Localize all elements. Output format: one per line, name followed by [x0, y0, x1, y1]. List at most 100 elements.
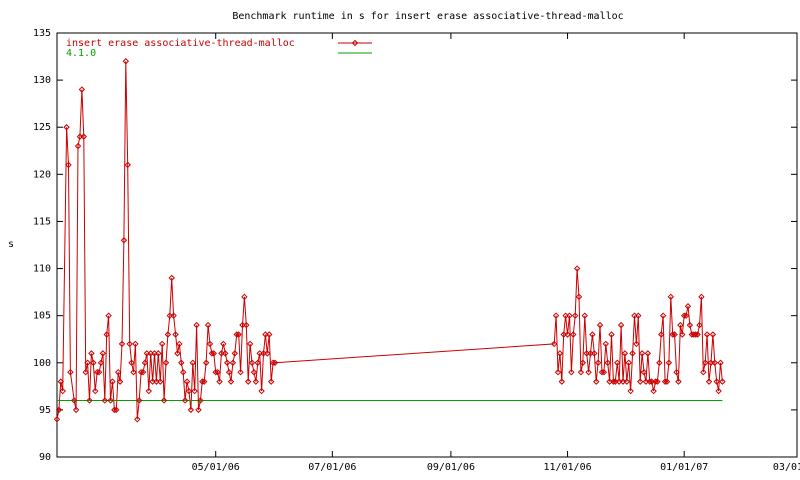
- data-point: [105, 312, 112, 319]
- data-point: [554, 368, 562, 376]
- data-point: [187, 406, 195, 414]
- data-point: [252, 378, 260, 385]
- legend: insert erase associative-thread-malloc4.…: [66, 38, 372, 59]
- data-point: [63, 124, 70, 131]
- data-point: [661, 378, 669, 385]
- data-point: [594, 359, 602, 366]
- data-point: [124, 161, 131, 169]
- data-point: [145, 387, 152, 395]
- data-point: [709, 331, 717, 338]
- data-point: [596, 321, 604, 329]
- data-point: [197, 397, 204, 404]
- data-point: [589, 331, 596, 338]
- data-point: [610, 378, 617, 385]
- data-point: [157, 378, 164, 385]
- data-point: [172, 331, 179, 338]
- data-point: [644, 350, 652, 357]
- data-point: [571, 312, 579, 319]
- data-point: [248, 359, 256, 366]
- x-tick-label: 01/01/07: [660, 462, 708, 473]
- data-point: [680, 312, 688, 319]
- data-point: [136, 397, 143, 404]
- data-point: [700, 368, 707, 376]
- data-point: [214, 368, 221, 376]
- data-point: [216, 378, 223, 385]
- data-point: [99, 350, 107, 357]
- data-point: [581, 312, 588, 319]
- data-point: [667, 293, 675, 301]
- data-point: [122, 58, 130, 65]
- data-point: [671, 331, 678, 338]
- data-point: [245, 378, 252, 385]
- data-point: [656, 359, 663, 366]
- data-point: [164, 331, 172, 338]
- data-point: [229, 359, 237, 366]
- data-point: [669, 331, 676, 338]
- data-point: [107, 397, 114, 404]
- x-tick-label: 03/01/07: [773, 462, 800, 473]
- data-point: [88, 350, 95, 357]
- data-point: [139, 368, 147, 376]
- data-point: [694, 331, 701, 338]
- data-point: [170, 312, 177, 319]
- data-point: [208, 350, 216, 357]
- y-tick-label: 95: [39, 405, 51, 416]
- y-tick-label: 135: [33, 28, 51, 39]
- data-point: [204, 321, 212, 329]
- y-tick-label: 90: [39, 452, 51, 463]
- data-point: [120, 237, 128, 244]
- data-point: [168, 274, 175, 282]
- series-markers: [53, 58, 726, 423]
- data-point: [82, 368, 89, 376]
- legend-marker-0: [351, 39, 359, 47]
- data-point: [608, 331, 615, 338]
- data-point: [109, 378, 116, 385]
- x-axis: 05/01/06 07/01/06 09/01/06 11/01/06 01/01/07…: [192, 33, 800, 473]
- data-point: [719, 378, 726, 385]
- data-point: [271, 359, 279, 366]
- data-point: [233, 331, 240, 338]
- data-point: [640, 368, 648, 376]
- data-point: [128, 359, 135, 366]
- data-point: [179, 368, 187, 376]
- data-point: [617, 321, 625, 329]
- data-point: [550, 340, 558, 348]
- y-tick-label: 110: [33, 264, 51, 275]
- chart-title: Benchmark runtime in s for insert erase …: [232, 11, 623, 22]
- data-point: [591, 350, 598, 357]
- data-point: [675, 378, 682, 385]
- data-point: [92, 387, 99, 395]
- data-point: [201, 378, 208, 385]
- data-point: [174, 350, 181, 357]
- data-point: [577, 368, 585, 376]
- data-point: [552, 312, 560, 319]
- data-point: [604, 359, 611, 366]
- data-point: [602, 340, 609, 348]
- x-tick-label: 11/01/06: [543, 462, 591, 473]
- y-tick-label: 120: [33, 169, 51, 180]
- data-point: [702, 359, 709, 366]
- data-point: [90, 359, 97, 366]
- data-point: [598, 368, 606, 376]
- data-point: [206, 340, 214, 348]
- series-line-0: [56, 61, 723, 420]
- data-point: [705, 378, 713, 385]
- data-point: [118, 340, 126, 348]
- data-point: [658, 331, 665, 338]
- data-point: [636, 378, 644, 385]
- data-point: [231, 350, 239, 357]
- data-point: [243, 321, 250, 329]
- data-point: [711, 359, 718, 366]
- data-point: [600, 368, 608, 376]
- data-point: [210, 350, 218, 357]
- data-point: [623, 378, 631, 385]
- y-axis: 90 95 100 105 110 115 120 125 130 135: [33, 28, 797, 463]
- data-point: [55, 406, 63, 414]
- series-lines: [56, 61, 723, 420]
- data-point: [93, 368, 101, 376]
- data-point: [715, 387, 722, 395]
- data-point: [241, 293, 248, 301]
- data-point: [74, 142, 82, 150]
- data-point: [160, 397, 168, 404]
- data-point: [178, 359, 185, 366]
